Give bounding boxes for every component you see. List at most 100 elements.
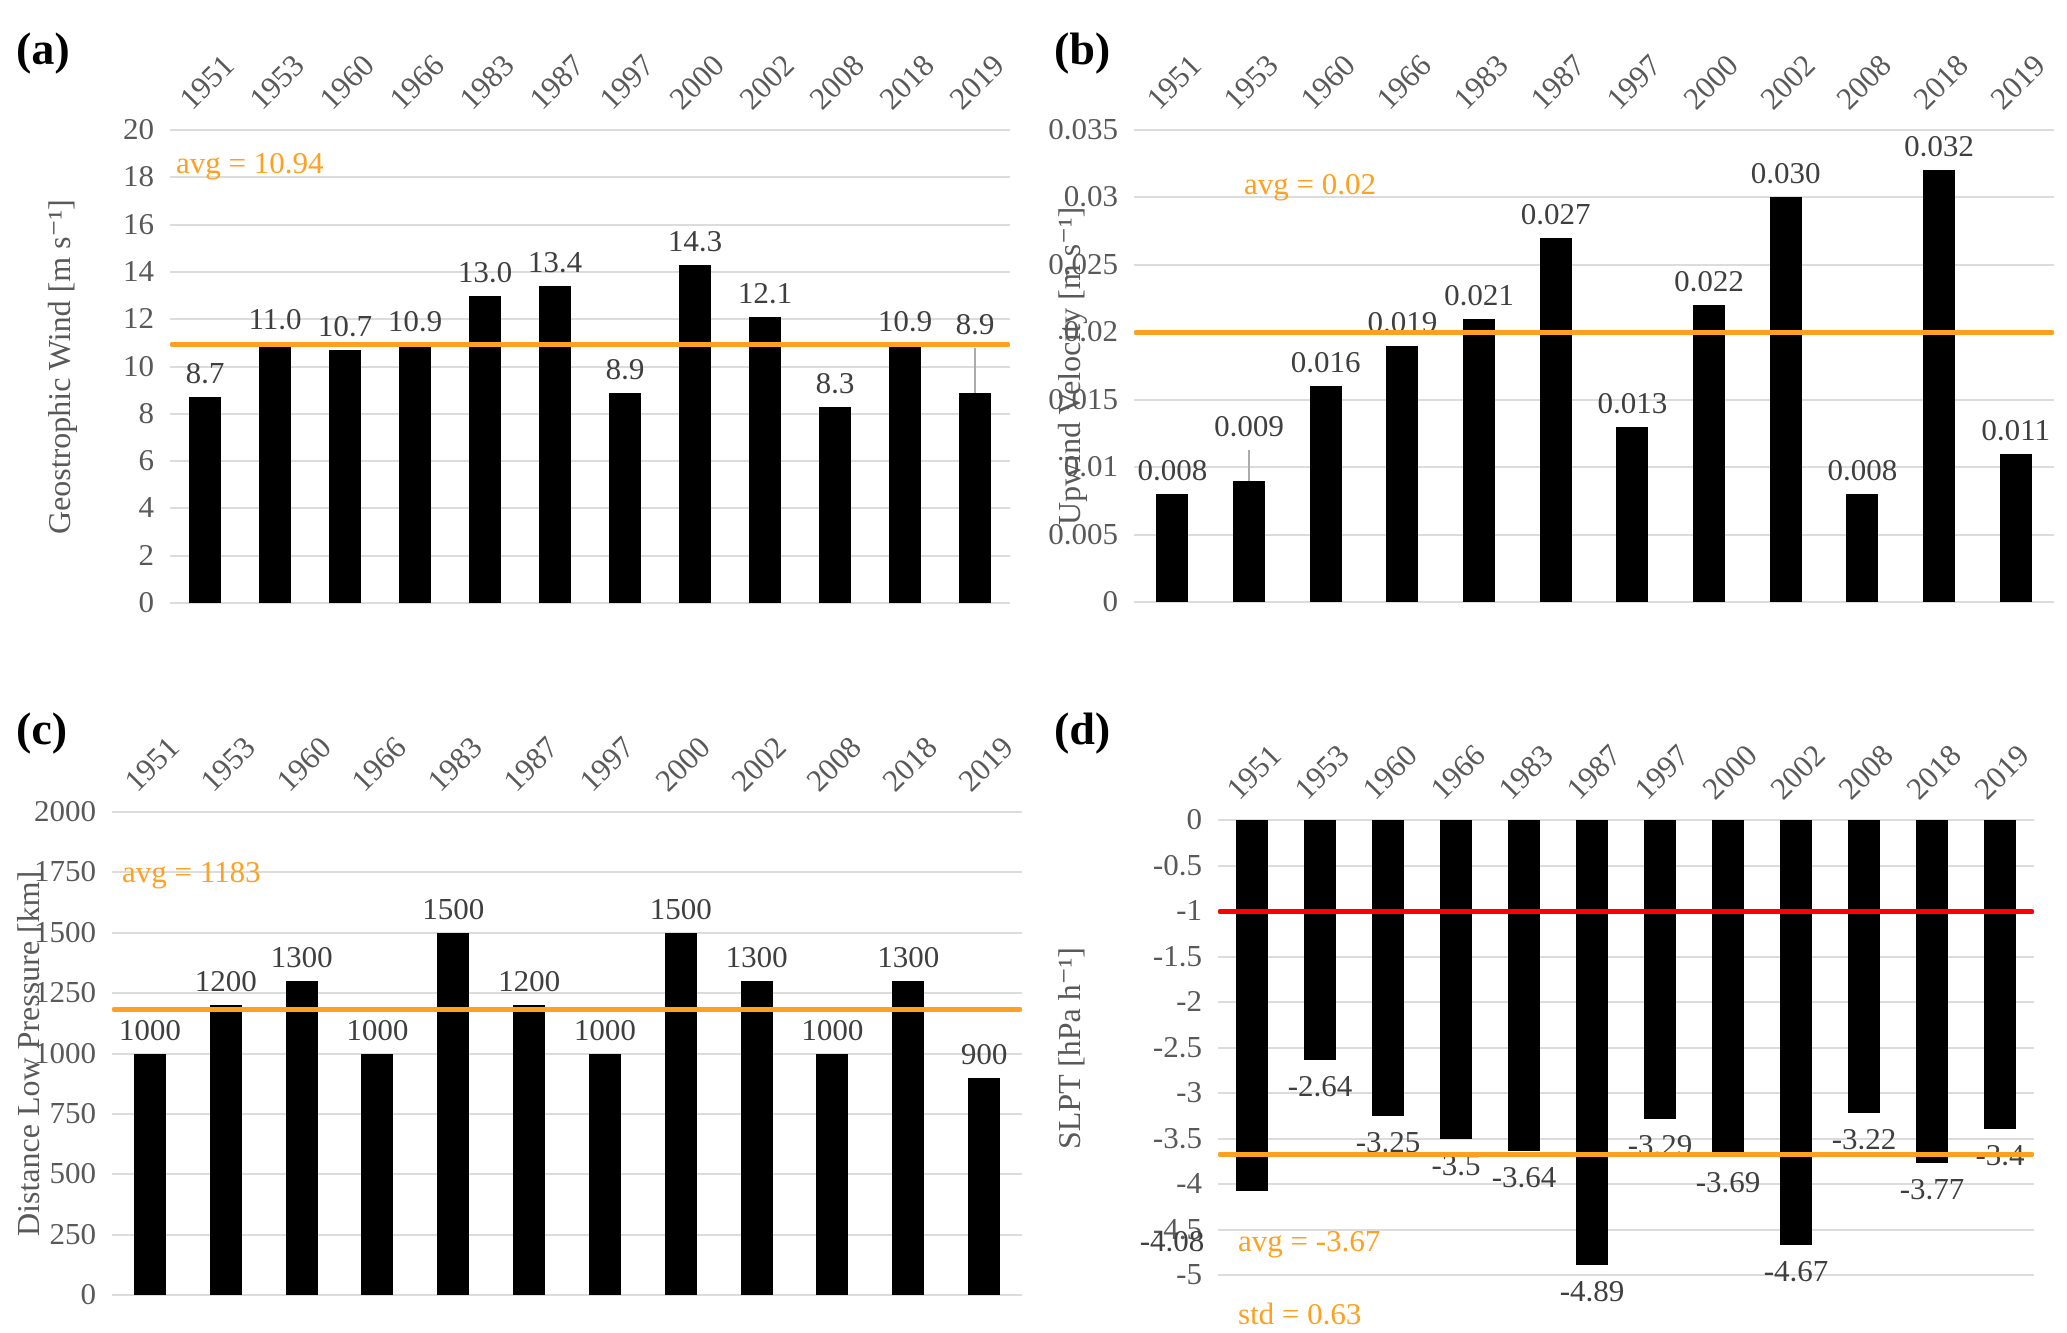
y-axis-tick-label: -5 xyxy=(1176,1256,1202,1291)
bar-value-label: 0.030 xyxy=(1750,155,1821,191)
x-axis-year-label: 2018 xyxy=(875,729,945,798)
x-axis-year-label: 1997 xyxy=(592,47,661,116)
bar xyxy=(1916,820,1948,1164)
stat-annotation: avg = -3.67 xyxy=(1238,1223,1381,1259)
gridline xyxy=(112,931,1022,934)
x-axis-year-label: 1951 xyxy=(172,47,241,116)
y-axis-tick-label: 0 xyxy=(1102,583,1119,618)
x-axis-year-label: 1983 xyxy=(1491,737,1560,806)
bar xyxy=(1984,820,2016,1130)
x-axis-year-label: 1987 xyxy=(1522,47,1592,116)
bar-value-label: 1000 xyxy=(118,1011,181,1047)
y-axis-tick-label: -3 xyxy=(1176,1074,1202,1109)
y-axis-tick-label: 6 xyxy=(138,442,155,478)
bar-value-label: 8.9 xyxy=(955,305,995,341)
bar xyxy=(1463,318,1495,602)
x-axis-year-label: 1953 xyxy=(193,729,262,798)
bar-value-label: 0.021 xyxy=(1444,276,1514,312)
bar xyxy=(816,1053,849,1295)
gridline xyxy=(112,992,1022,995)
y-axis-tick-label: 14 xyxy=(123,252,154,288)
y-axis-tick-label: 0.025 xyxy=(1048,245,1118,281)
gridline xyxy=(1218,1274,2034,1276)
bar-value-label: 1300 xyxy=(725,939,788,975)
y-axis-tick-label: 0.03 xyxy=(1063,178,1118,214)
bar-value-label: 0.011 xyxy=(1981,411,2050,447)
y-axis-tick-label: -4 xyxy=(1176,1165,1202,1200)
bar-value-label: 10.9 xyxy=(387,303,443,339)
bar-value-label: 1000 xyxy=(573,1011,636,1047)
bar-value-label: 14.3 xyxy=(667,222,723,258)
gridline xyxy=(170,412,1010,415)
x-axis-year-label: 2018 xyxy=(872,47,941,116)
bar xyxy=(209,1005,242,1295)
stat-annotation: avg = 0.02 xyxy=(1244,166,1376,202)
panel-b: (b) Upwind Velocity [m s⁻¹] 0.035 0.03 0.0… xyxy=(1034,0,2067,660)
bar-value-label: -3.64 xyxy=(1491,1159,1557,1195)
bar xyxy=(1846,494,1879,602)
gridline xyxy=(1134,533,2054,536)
bar xyxy=(133,1053,166,1295)
bar xyxy=(889,345,921,603)
x-axis-year-label: 2000 xyxy=(1695,737,1764,806)
bar xyxy=(539,286,571,603)
gridline xyxy=(1218,1137,2034,1140)
y-axis-tick-label: 1250 xyxy=(34,974,96,1010)
y-axis-tick-label: 8 xyxy=(138,394,155,430)
bar xyxy=(679,264,711,603)
gridline xyxy=(112,1173,1022,1176)
bar xyxy=(819,406,851,603)
x-axis-year-label: 2008 xyxy=(1831,737,1900,806)
gridline xyxy=(112,1294,1022,1296)
bar xyxy=(399,345,431,603)
gridline xyxy=(1218,1046,2034,1049)
x-axis-year-label: 2008 xyxy=(1829,47,1899,116)
bar-value-label: 12.1 xyxy=(737,274,793,310)
bar xyxy=(740,981,773,1295)
threshold-line xyxy=(1218,909,2034,914)
y-axis-tick-label: 0.035 xyxy=(1048,111,1118,146)
bar-value-label: 8.7 xyxy=(185,355,225,391)
panel-a: (a) Geostrophic Wind [m s⁻¹] 20 18 16 14 12 1… xyxy=(0,0,1033,660)
gridline xyxy=(170,507,1010,510)
x-axis-year-label: 1966 xyxy=(382,47,451,116)
y-axis-tick-label: 1500 xyxy=(34,913,96,949)
y-axis-tick-label: 4 xyxy=(138,489,155,525)
bar xyxy=(1236,820,1268,1192)
bar-value-label: -3.22 xyxy=(1831,1121,1897,1157)
bar-value-label: 1300 xyxy=(877,939,940,975)
x-axis-year-label: 1987 xyxy=(1559,737,1628,806)
bar xyxy=(1576,820,1608,1265)
y-axis-tick-label: 2000 xyxy=(34,793,96,828)
gridline xyxy=(1134,129,2054,131)
x-axis-year-label: 2019 xyxy=(951,729,1020,798)
y-axis-tick-label: 16 xyxy=(123,205,154,241)
bar-value-label: 0.032 xyxy=(1904,128,1974,164)
average-line xyxy=(112,1007,1022,1013)
x-axis-year-label: 1960 xyxy=(268,729,338,798)
x-axis-year-label: 1966 xyxy=(1423,737,1492,806)
y-axis-tick-label: 18 xyxy=(123,158,154,194)
gridline xyxy=(1134,466,2054,469)
x-axis-year-label: 2018 xyxy=(1899,737,1968,806)
bar xyxy=(1923,170,1955,602)
y-axis-tick-label: 20 xyxy=(123,111,154,146)
gridline xyxy=(1218,1183,2034,1185)
gridline xyxy=(1218,819,2034,821)
y-axis-tick-label: -0.5 xyxy=(1152,846,1202,882)
y-axis-tick-label: 0.01 xyxy=(1063,448,1118,484)
bar xyxy=(285,981,318,1295)
bar xyxy=(259,342,291,603)
x-axis-year-label: 1960 xyxy=(312,47,381,116)
bar-value-label: 900 xyxy=(960,1035,1008,1071)
bar xyxy=(1848,820,1880,1114)
x-axis-year-label: 2002 xyxy=(732,47,801,116)
x-axis-year-label: 1997 xyxy=(572,729,641,798)
x-axis-year-label: 2008 xyxy=(802,47,871,116)
gridline xyxy=(1134,263,2054,266)
stat-annotation: std = 0.63 xyxy=(1238,1296,1362,1332)
gridline xyxy=(112,811,1022,813)
bar xyxy=(749,316,781,603)
y-axis-tick-label: -1 xyxy=(1176,892,1202,927)
y-axis-tick-label: 1750 xyxy=(34,853,96,889)
